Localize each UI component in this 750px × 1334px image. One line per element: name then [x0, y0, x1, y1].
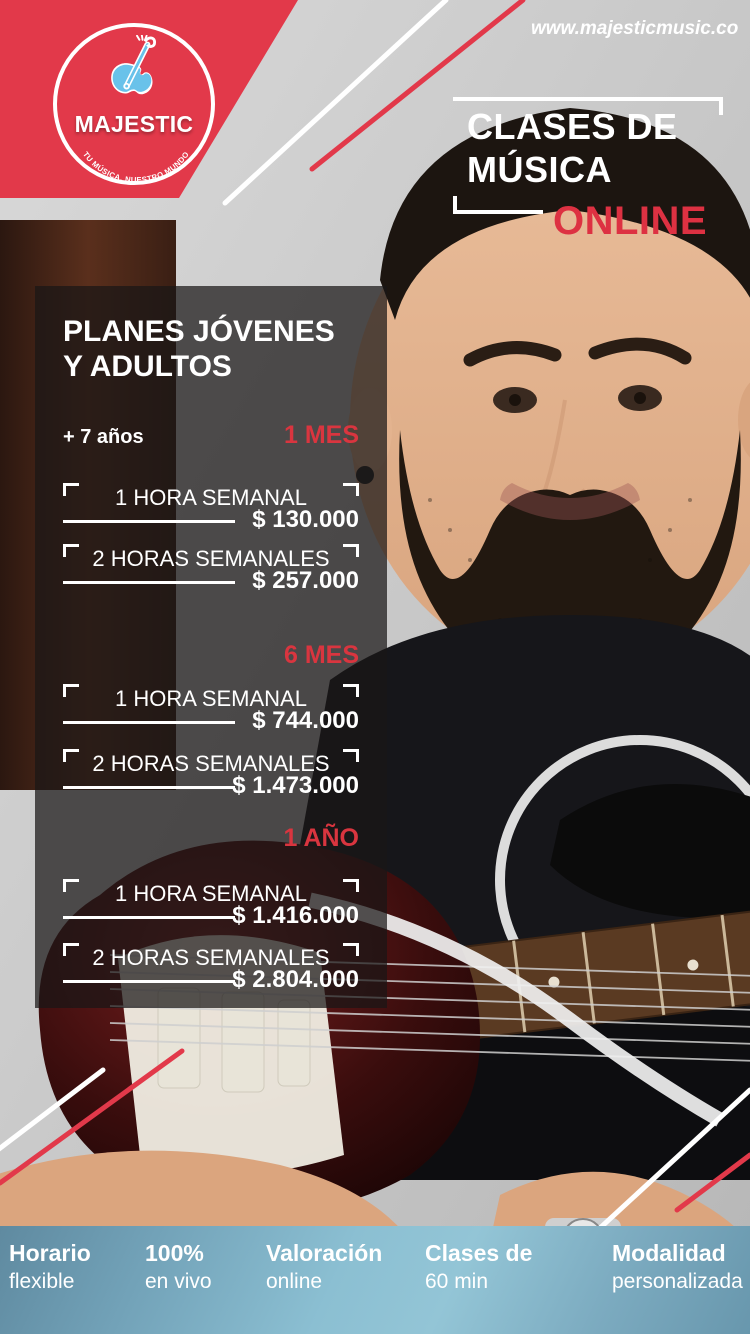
svg-text:TU MÚSICA, NUESTRO MUNDO: TU MÚSICA, NUESTRO MUNDO	[81, 150, 191, 183]
